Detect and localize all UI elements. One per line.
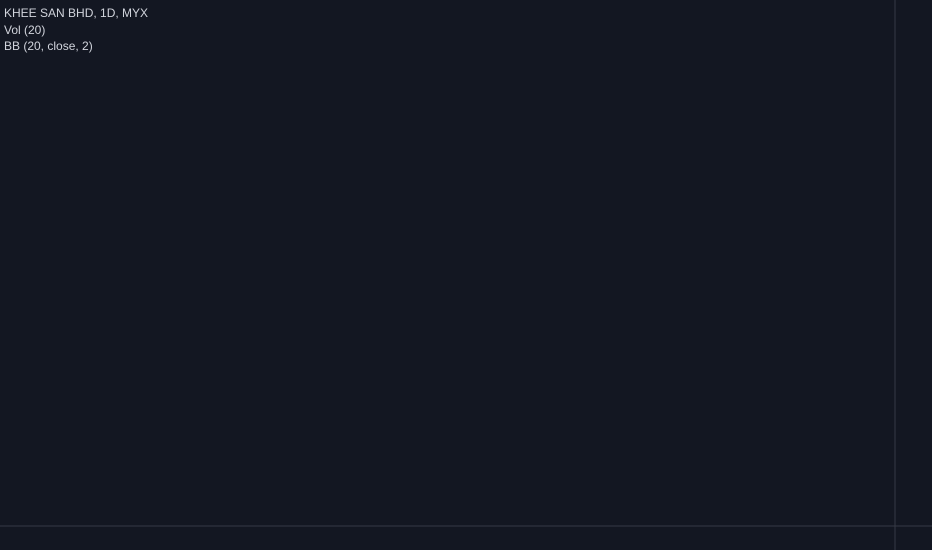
indicator-label: BB (20, close, 2) [4, 39, 93, 53]
indicator-label: Vol (20) [4, 23, 45, 37]
chart-title: KHEE SAN BHD, 1D, MYX [4, 6, 148, 20]
